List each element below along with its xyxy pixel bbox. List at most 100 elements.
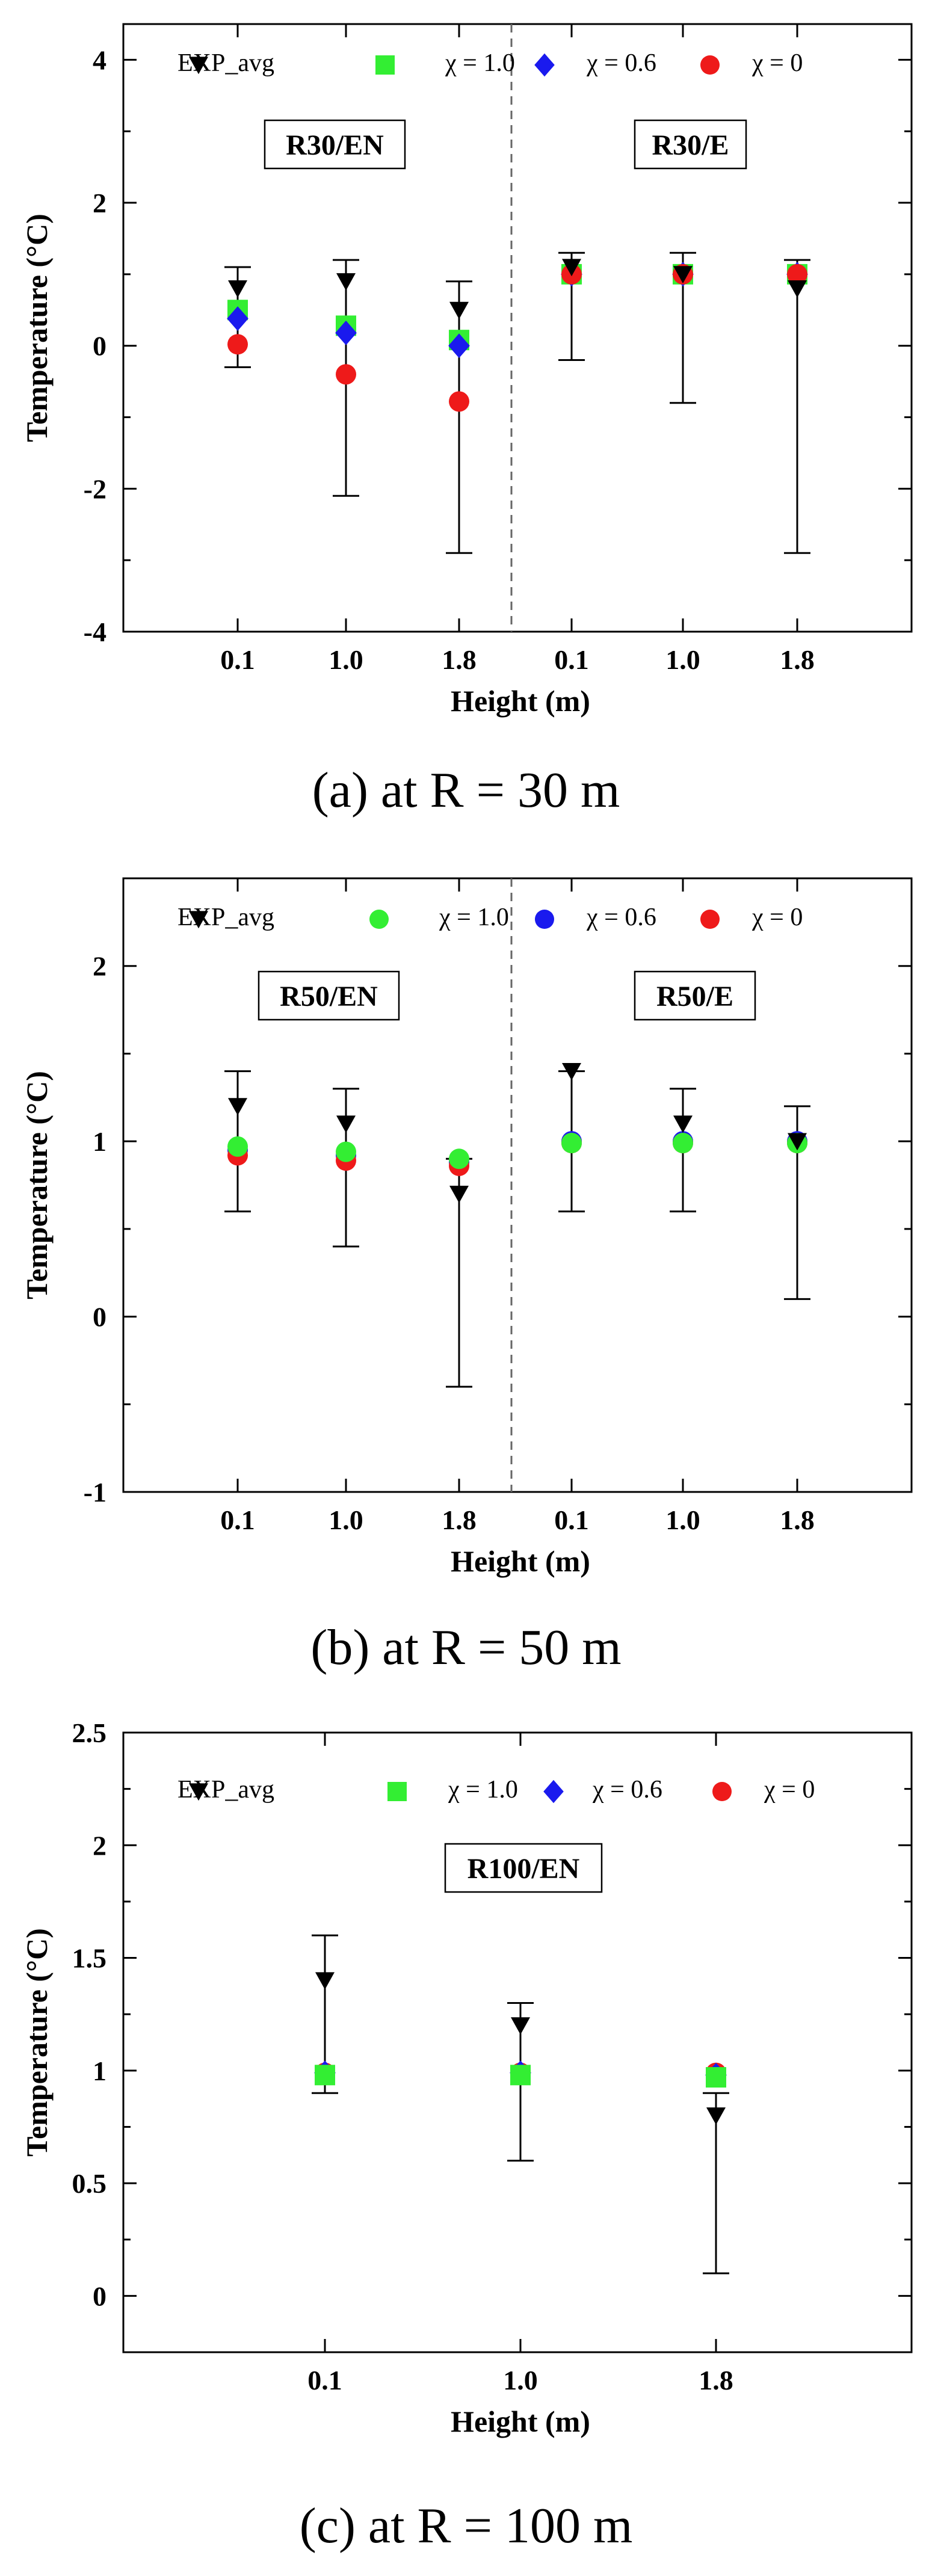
group-label: R50/EN [280, 981, 378, 1012]
y-tick-label: 0 [93, 331, 106, 362]
point-exp-avg [788, 280, 807, 298]
x-tick-label: 1.0 [503, 2365, 538, 2396]
legend-marker [543, 1779, 564, 1804]
legend-label: EXP_avg [177, 1776, 274, 1804]
x-tick-label: 1.0 [329, 644, 363, 675]
point-exp-avg [228, 1098, 247, 1116]
group-label: R50/E [656, 981, 733, 1012]
point-chi-1 [706, 2067, 726, 2088]
point-exp-avg [562, 259, 581, 277]
caption-b: (b) at R = 50 m [310, 1619, 622, 1675]
y-tick-label: 2 [93, 951, 106, 982]
point-chi-0 [336, 364, 356, 385]
plot-frame [122, 1731, 913, 2353]
legend-label: χ = 0.6 [586, 49, 656, 77]
point-chi-1 [449, 1148, 469, 1169]
point-exp-avg [228, 280, 247, 298]
group-label: R30/EN [286, 129, 384, 161]
point-exp-avg [315, 1972, 335, 1990]
legend-label: χ = 0.6 [586, 904, 656, 931]
point-chi-1 [315, 2065, 335, 2086]
x-tick-label: 1.0 [665, 644, 700, 675]
y-tick-label: 0 [93, 1302, 106, 1333]
legend-marker [387, 1782, 407, 1801]
legend-marker [189, 911, 208, 929]
legend-label: χ = 0 [751, 49, 803, 77]
legend-label: χ = 1.0 [448, 1776, 518, 1804]
y-tick-label: 2 [93, 188, 106, 218]
point-chi-0 [449, 391, 469, 412]
x-tick-label: 1.8 [442, 1505, 477, 1535]
point-chi-0-6 [335, 320, 357, 345]
y-axis-label: Temperature (°C) [20, 1928, 54, 2157]
y-tick-label: 1 [93, 1126, 106, 1157]
y-tick-label: 1.5 [72, 1943, 107, 1974]
legend-marker [712, 1782, 732, 1801]
point-chi-1 [561, 1133, 582, 1154]
group-label: R30/E [652, 129, 729, 161]
caption-c: (c) at R = 100 m [299, 2498, 633, 2554]
y-tick-label: 0 [93, 2281, 106, 2311]
legend-marker [700, 910, 720, 929]
point-chi-0 [227, 334, 248, 355]
point-exp-avg [788, 1133, 807, 1151]
point-chi-0-6 [448, 333, 470, 359]
y-tick-label: -1 [84, 1477, 106, 1508]
point-chi-1 [510, 2065, 531, 2086]
point-exp-avg [706, 2107, 726, 2125]
legend-marker [375, 55, 395, 75]
point-chi-1 [227, 1136, 248, 1157]
legend-label: EXP_avg [177, 904, 274, 931]
group-label-box [444, 1843, 603, 1893]
point-chi-1 [336, 1141, 356, 1162]
x-tick-label: 1.8 [699, 2365, 733, 2396]
x-tick-label: 0.1 [307, 2365, 342, 2396]
group-label-box [634, 119, 747, 170]
point-exp-avg [562, 1062, 581, 1080]
y-tick-label: 2.5 [72, 1718, 107, 1748]
point-exp-avg [673, 1115, 693, 1133]
y-tick-label: -4 [84, 617, 106, 647]
x-axis-label: Height (m) [451, 2405, 590, 2438]
legend-marker [189, 57, 208, 75]
legend-label: χ = 0 [751, 904, 803, 931]
group-label-box [264, 119, 406, 170]
point-exp-avg [336, 273, 356, 291]
legend-marker [535, 910, 554, 929]
legend-marker [534, 53, 555, 77]
point-exp-avg [449, 301, 469, 319]
point-chi-0 [787, 263, 807, 285]
point-exp-avg [673, 266, 693, 284]
x-axis-label: Height (m) [451, 684, 590, 718]
y-tick-label: 0.5 [72, 2168, 107, 2199]
x-tick-label: 0.1 [554, 644, 589, 675]
caption-a: (a) at R = 30 m [312, 762, 620, 818]
legend-label: χ = 1.0 [439, 904, 509, 931]
x-tick-label: 0.1 [220, 1505, 255, 1535]
point-exp-avg [449, 1185, 469, 1203]
legend-marker [369, 910, 389, 929]
point-exp-avg [336, 1115, 356, 1133]
x-tick-label: 0.1 [554, 1505, 589, 1535]
group-label-box [258, 970, 400, 1021]
x-tick-label: 1.0 [665, 1505, 700, 1535]
plot-frame [122, 23, 913, 633]
x-tick-label: 1.8 [442, 644, 477, 675]
x-tick-label: 0.1 [220, 644, 255, 675]
y-tick-label: 4 [93, 45, 106, 75]
legend-label: χ = 1.0 [445, 49, 515, 77]
chart-panel-b: -1 0 1 2 0.1 1.0 1.8 0.1 1.0 1.8 Height (m) Tempera… [20, 877, 913, 1578]
point-exp-avg [511, 2017, 530, 2035]
y-tick-label: 2 [93, 1830, 106, 1861]
x-tick-label: 1.0 [329, 1505, 363, 1535]
legend-marker [700, 55, 720, 75]
legend-label: EXP_avg [177, 49, 274, 77]
y-axis-label: Temperature (°C) [20, 1071, 54, 1299]
y-axis-label: Temperature (°C) [20, 214, 54, 442]
point-chi-0-6 [227, 306, 248, 331]
x-tick-label: 1.8 [780, 1505, 815, 1535]
x-axis-label: Height (m) [451, 1544, 590, 1578]
y-tick-label: -2 [84, 473, 106, 504]
x-tick-label: 1.8 [780, 644, 815, 675]
chart-panel-c: 0 0.5 1 1.5 2 2.5 0.1 1.0 1.8 Height (m) Temperatu… [20, 1718, 913, 2438]
